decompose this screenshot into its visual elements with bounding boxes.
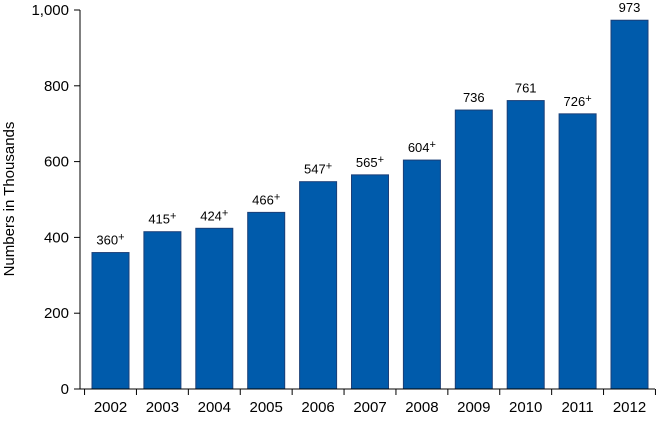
bar-2004 [195,227,234,390]
bar-2012 [610,19,649,390]
bar-2011 [558,113,597,390]
y-ticks-group: 0 200 400 600 800 1,000 [31,2,80,398]
y-tick-label: 800 [44,78,69,95]
bar-2006 [299,181,338,390]
x-tick-label-2004: 2004 [198,399,231,416]
data-label-2011: 726+ [564,93,592,109]
y-tick-label: 0 [61,381,69,398]
bars-group [91,19,649,390]
y-tick-label: 400 [44,229,69,246]
y-tick-label: 600 [44,154,69,171]
data-label-2002: 360+ [96,232,124,248]
data-label-2004: 424+ [200,207,228,223]
x-tick-label-2012: 2012 [613,399,646,416]
x-tick-label-2011: 2011 [561,399,593,416]
x-tick-label-2010: 2010 [509,399,542,416]
data-label-2009: 736 [463,90,485,105]
bar-2008 [402,159,441,390]
x-tick-label-2007: 2007 [353,399,386,416]
data-label-2007: 565+ [356,154,384,170]
x-tick-label-2003: 2003 [146,399,179,416]
bar-2005 [247,211,286,390]
x-tick-label-2002: 2002 [94,399,127,416]
x-ticks-group: 2002 2003 2004 2005 2006 2007 2008 2009 2010 2011… [84,389,656,416]
bar-2003 [143,231,182,390]
data-label-2006: 547+ [304,161,332,177]
bar-2002 [91,252,130,390]
bar-2009 [454,109,493,390]
data-label-2005: 466+ [252,191,280,207]
x-tick-label-2009: 2009 [457,399,490,416]
y-axis-title: Numbers in Thousands [1,122,18,277]
data-label-2003: 415+ [148,211,176,227]
data-label-2010: 761 [515,81,537,96]
y-tick-label: 1,000 [31,2,69,19]
x-tick-label-2005: 2005 [250,399,283,416]
data-label-2008: 604+ [408,139,436,155]
x-tick-label-2006: 2006 [301,399,334,416]
data-labels-group: 360+ 415+ 424+ 466+ 547+ 565+ 604+ 736 761 726+ 97… [96,0,640,247]
bar-2010 [506,100,545,390]
y-tick-label: 200 [44,305,69,322]
x-tick-label-2008: 2008 [405,399,438,416]
bar-2007 [351,174,389,390]
data-label-2012: 973 [619,0,641,15]
